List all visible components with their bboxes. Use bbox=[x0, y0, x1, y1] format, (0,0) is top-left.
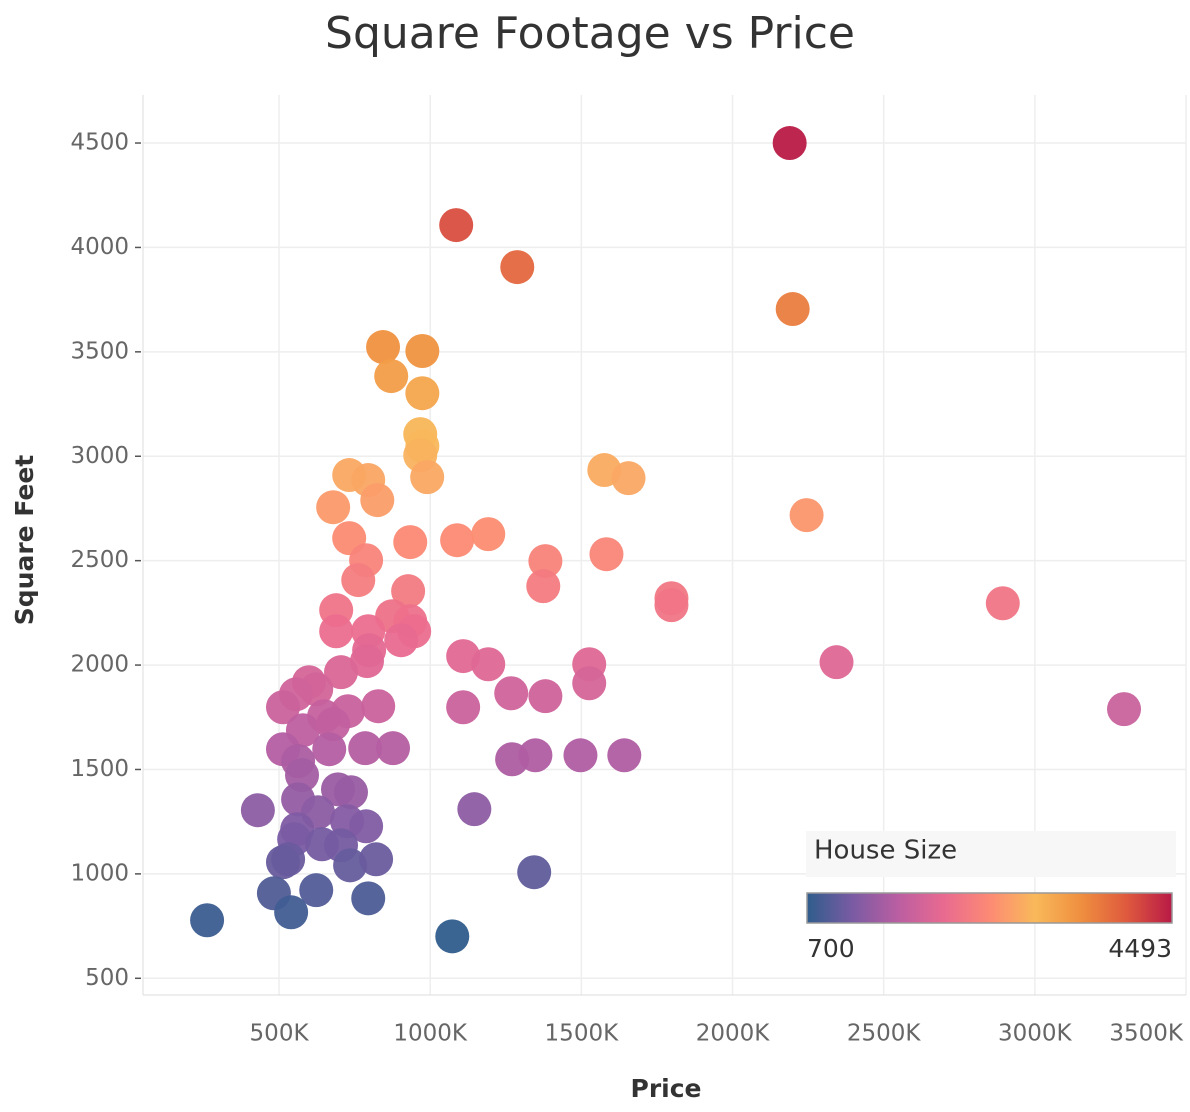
point bbox=[517, 855, 552, 890]
point bbox=[366, 330, 401, 365]
point bbox=[405, 376, 440, 411]
point bbox=[190, 903, 225, 938]
y-tick-label: 2500 bbox=[70, 547, 129, 573]
point bbox=[985, 586, 1020, 621]
point bbox=[500, 250, 535, 285]
point bbox=[563, 738, 598, 773]
y-tick-label: 1000 bbox=[70, 860, 129, 886]
point bbox=[319, 614, 354, 649]
point bbox=[775, 292, 810, 327]
point bbox=[607, 738, 642, 773]
point bbox=[439, 208, 474, 243]
y-tick-label: 3500 bbox=[70, 338, 129, 364]
point bbox=[435, 919, 470, 954]
y-tick-label: 1500 bbox=[70, 756, 129, 782]
point bbox=[274, 895, 309, 930]
legend-title-bg bbox=[806, 831, 1176, 877]
y-axis-label: Square Feet bbox=[10, 455, 39, 626]
x-tick-label: 1500K bbox=[545, 1021, 620, 1047]
point bbox=[384, 623, 419, 658]
point bbox=[349, 809, 384, 844]
point bbox=[316, 707, 351, 742]
point bbox=[240, 793, 275, 828]
y-tick-label: 4000 bbox=[70, 234, 129, 260]
point bbox=[333, 848, 368, 883]
point bbox=[654, 588, 689, 623]
point bbox=[611, 461, 646, 496]
point bbox=[361, 689, 396, 724]
x-axis-label: Price bbox=[631, 1074, 702, 1103]
point bbox=[393, 525, 428, 560]
y-tick-label: 2000 bbox=[70, 652, 129, 678]
x-tick-label: 1000K bbox=[393, 1021, 468, 1047]
point bbox=[312, 732, 347, 767]
point bbox=[457, 792, 492, 827]
point bbox=[589, 537, 624, 572]
point bbox=[341, 563, 376, 598]
point bbox=[518, 738, 553, 773]
point bbox=[528, 679, 563, 714]
point bbox=[360, 483, 395, 518]
point bbox=[494, 676, 529, 711]
point bbox=[348, 731, 383, 766]
point bbox=[526, 569, 561, 604]
y-tick-label: 4500 bbox=[70, 130, 129, 156]
point bbox=[440, 523, 475, 558]
point bbox=[405, 334, 440, 369]
point bbox=[471, 517, 506, 552]
point bbox=[376, 731, 411, 766]
point bbox=[772, 126, 807, 161]
point bbox=[359, 842, 394, 877]
point bbox=[471, 647, 506, 682]
y-tick-label: 3000 bbox=[70, 443, 129, 469]
y-tick-label: 500 bbox=[85, 965, 129, 991]
x-tick-label: 500K bbox=[250, 1021, 310, 1047]
x-tick-label: 3000K bbox=[998, 1021, 1073, 1047]
legend-colorbar bbox=[806, 892, 1173, 924]
x-tick-label: 3500K bbox=[1109, 1021, 1184, 1047]
point bbox=[374, 359, 409, 394]
point bbox=[350, 644, 385, 679]
point bbox=[265, 845, 300, 880]
point bbox=[324, 655, 359, 690]
legend-title: House Size bbox=[814, 836, 957, 866]
x-tick-label: 2500K bbox=[847, 1021, 922, 1047]
point bbox=[446, 690, 481, 725]
point bbox=[410, 460, 445, 495]
legend-max-label: 4493 bbox=[1108, 934, 1172, 963]
point bbox=[789, 498, 824, 533]
x-tick-label: 2000K bbox=[696, 1021, 771, 1047]
point bbox=[299, 873, 334, 908]
point bbox=[391, 574, 426, 609]
point bbox=[572, 666, 607, 701]
point bbox=[528, 544, 563, 579]
point bbox=[265, 690, 300, 725]
point bbox=[316, 490, 351, 525]
chart-title: Square Footage vs Price bbox=[325, 8, 855, 59]
legend-min-label: 700 bbox=[807, 934, 855, 963]
point bbox=[333, 775, 368, 810]
point bbox=[1107, 692, 1142, 727]
point bbox=[819, 645, 854, 680]
point bbox=[351, 881, 386, 916]
